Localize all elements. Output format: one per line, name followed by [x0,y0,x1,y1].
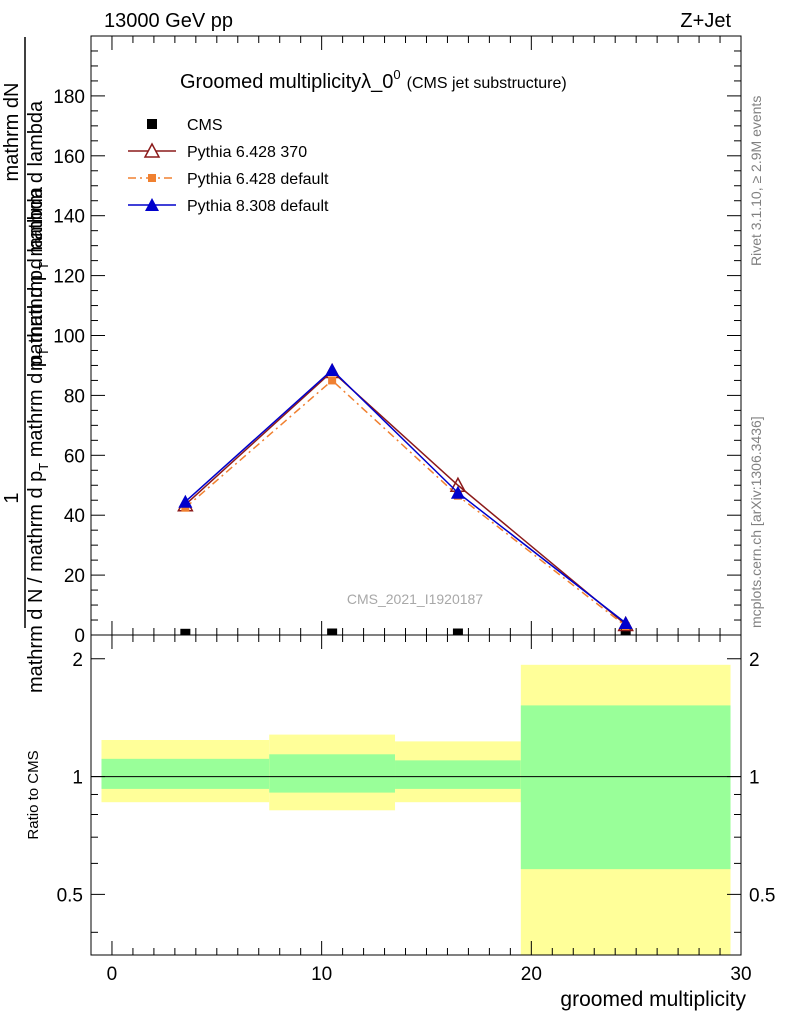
series-line-2 [184,379,627,627]
analysis-watermark: CMS_2021_I1920187 [347,591,483,607]
data-point-cms [452,628,463,635]
header-process-label: Z+Jet [680,10,731,32]
ratio-axis-label: Ratio to CMS [25,750,42,839]
ratio-tick-label-right: 0.5 [749,885,775,906]
y-tick-label-zero: 0 [74,626,85,647]
legend-entry-label: CMS [187,117,223,134]
y-axis-label-one: 1 [1,492,23,503]
data-point-pythia8-default [450,485,465,499]
series-line-1 [184,370,627,626]
y-tick-label: 20 [64,566,85,587]
data-point-pythia8-default [325,362,340,376]
data-point-pythia8-default [618,616,633,630]
ratio-band-inner [520,705,731,870]
mcplots-label: mcplots.cern.ch [arXiv:1306.3436] [748,416,764,628]
ratio-ticks: 0.5 0.51 12 20 10 20 30 [57,635,775,985]
ratio-tick-label-left: 0.5 [57,885,83,906]
main-series [177,362,634,635]
y-tick-label: 100 [53,327,85,348]
legend-marker [148,174,156,182]
x-tick-label: 30 [730,964,751,985]
y-tick-label: 120 [53,267,85,288]
x-axis-label: groomed multiplicity [560,988,746,1011]
y-tick-label: 160 [53,147,85,168]
data-point-pythia8-default [178,494,193,508]
chart-title-subtitle: (CMS jet substructure) [407,75,567,92]
chart-title-superscript: 0 [393,67,400,82]
y-tick-label: 40 [64,506,85,527]
rivet-label: Rivet 3.1.10, ≥ 2.9M events [748,96,764,266]
ratio-tick-label-right: 2 [749,650,760,671]
ratio-plot-frame [90,634,742,956]
legend-marker [145,198,159,211]
x-tick-label: 10 [311,964,332,985]
ratio-tick-label-right: 1 [749,768,760,789]
legend-entry-label: Pythia 6.428 default [187,171,329,188]
legend-marker [147,119,157,129]
series-line-3 [184,368,627,624]
y-axis-label-top: mathrm d pT mathrm d lambda [25,100,51,371]
y-axis-label: 1 mathrm dN mathrm d pT mathrm d lambda … [1,37,51,693]
header-collision-label: 13000 GeV pp [104,10,233,32]
x-tick-label: 0 [107,964,118,985]
legend-entry-label: Pythia 8.308 default [187,198,329,215]
ratio-tick-label-left: 2 [72,650,83,671]
y-axis-label-numerator: mathrm dN [1,83,23,182]
ratio-band-inner [395,760,521,789]
data-point-cms [327,628,338,635]
legend-entry-label: Pythia 6.428 370 [187,144,307,161]
y-tick-label: 140 [53,207,85,228]
data-point-cms [180,628,191,635]
y-tick-label: 80 [64,386,85,407]
x-tick-label: 20 [521,964,542,985]
ratio-bands [91,664,741,955]
ratio-band-inner [101,758,270,789]
data-point-cms [620,628,631,635]
ratio-band-inner [269,754,396,793]
ratio-tick-label-left: 1 [72,768,83,789]
legend: CMS Pythia 6.428 370 Pythia 6.428 default P… [128,117,329,215]
legend-marker [143,142,161,158]
y-axis-label-bottom: mathrm d N / mathrm d pT mathrm d pT mat… [25,186,51,693]
y-tick-label: 180 [53,87,85,108]
y-tick-label: 60 [64,446,85,467]
chart-title: Groomed multiplicityλ_00 (CMS jet substru… [180,67,567,93]
data-point-pythia6-default [328,376,337,385]
chart-title-main: Groomed multiplicityλ_0 [180,71,393,93]
